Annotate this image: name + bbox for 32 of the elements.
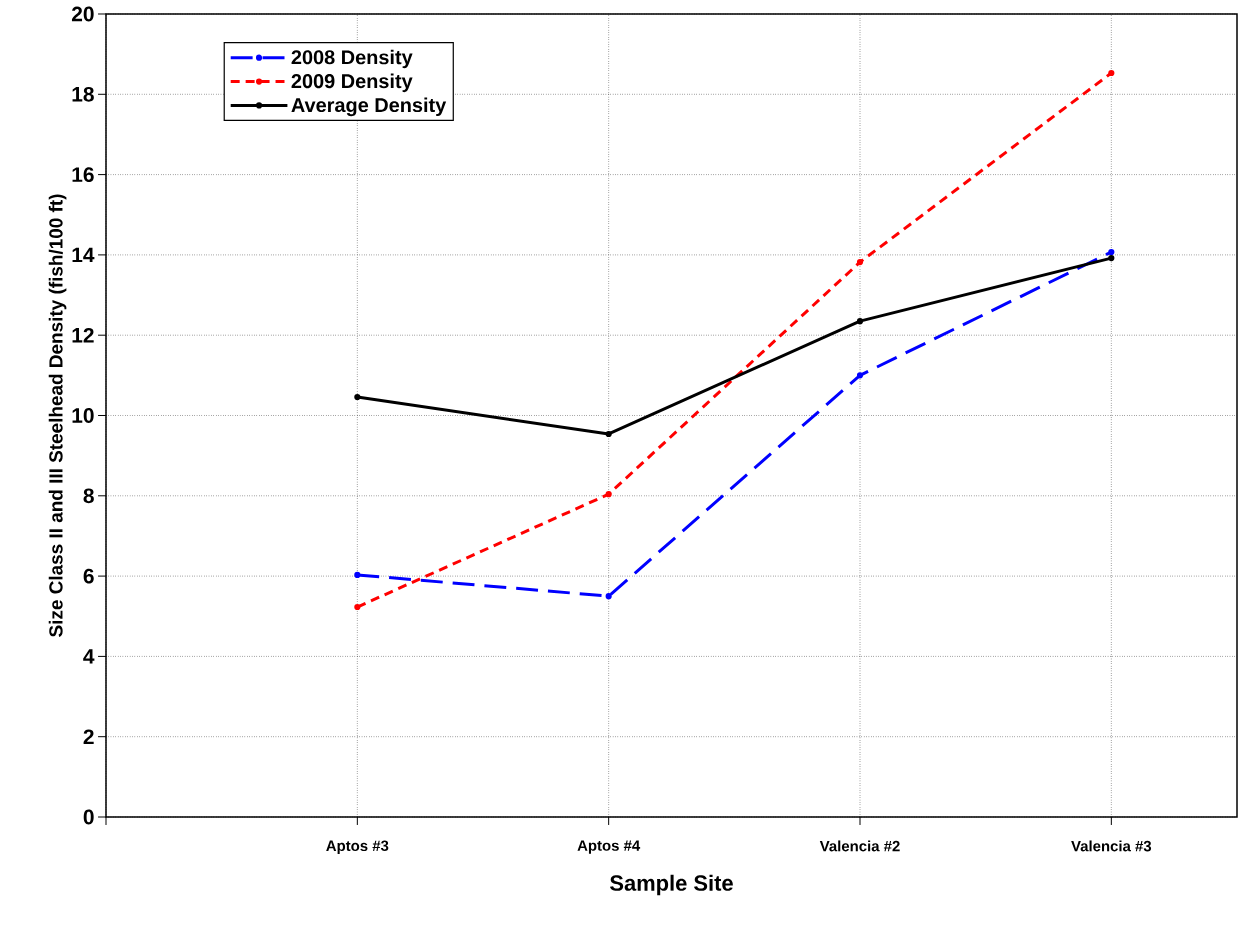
y-tick-label: 16 (72, 167, 94, 182)
legend-label: Average Density (291, 97, 447, 117)
point (1108, 69, 1115, 77)
y-tick-label: 6 (83, 568, 94, 584)
y-tick-label: 8 (83, 488, 94, 504)
point (605, 491, 612, 498)
point (354, 393, 361, 401)
x-tick-label: Valencia #3 (1071, 840, 1152, 852)
point (856, 318, 864, 325)
x-tick-label: Aptos #3 (326, 840, 389, 854)
y-tick-label: 12 (72, 327, 94, 343)
y-tick-label: 0 (83, 809, 94, 825)
y-tick-label: 20 (71, 6, 94, 22)
point (1108, 248, 1115, 256)
y-tick-label: 18 (72, 86, 94, 102)
y-tick-label: 10 (72, 408, 94, 423)
y-axis-title: Size Class II and III Steelhead Density (fish/100 ft) (48, 194, 67, 637)
point (354, 571, 361, 578)
y-tick-label: 2 (83, 729, 94, 744)
x-axis-title: Sample Site (610, 874, 733, 896)
y-tick-label: 4 (83, 649, 95, 664)
x-tick-label: Valencia #2 (819, 840, 900, 852)
x-tick-label: Aptos #4 (577, 840, 641, 854)
point (605, 593, 612, 600)
y-tick-label: 14 (72, 247, 95, 263)
point (856, 259, 864, 266)
legend-label: 2009 Density (291, 73, 413, 93)
point (605, 430, 612, 438)
legend-label: 2008 Density (291, 49, 413, 69)
point (1108, 255, 1115, 262)
point (856, 372, 864, 379)
point (354, 603, 361, 611)
